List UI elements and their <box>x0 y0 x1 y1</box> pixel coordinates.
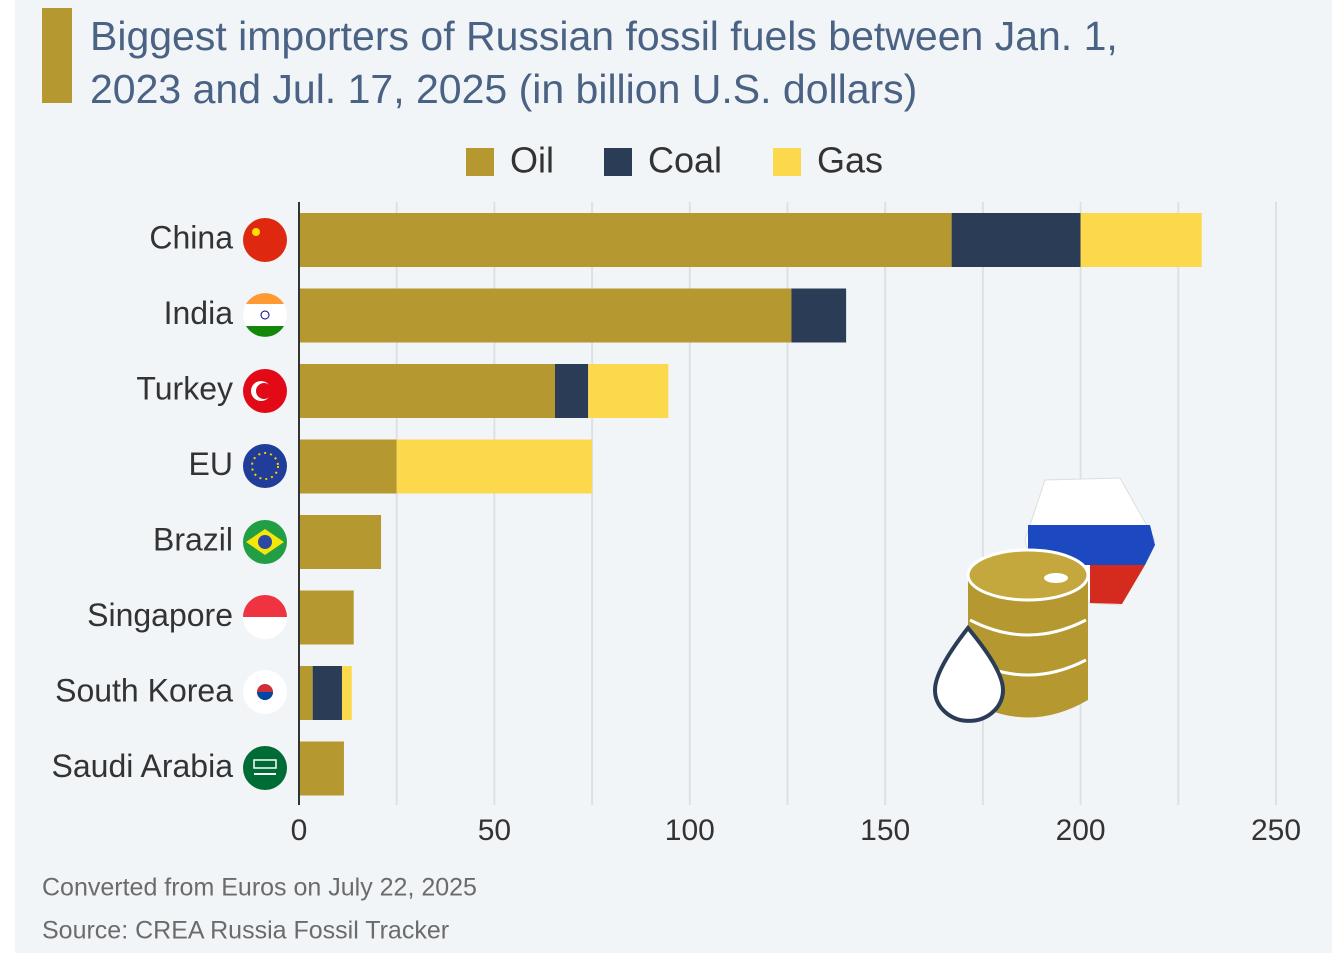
x-tick-label: 50 <box>478 814 511 847</box>
bar-segment <box>299 590 354 645</box>
illustration <box>932 477 1156 723</box>
bar-segment <box>299 439 397 494</box>
flag-part <box>258 535 272 549</box>
flag-star <box>252 228 260 236</box>
barrel-top <box>966 548 1090 602</box>
legend-swatch <box>604 148 632 176</box>
flag-eu <box>243 444 287 488</box>
bar-segment <box>791 288 847 343</box>
bar-segment <box>312 666 342 720</box>
flags <box>243 218 287 790</box>
bar-segment <box>299 515 382 569</box>
flag-part <box>256 383 272 399</box>
x-tick-label: 200 <box>1056 814 1106 847</box>
y-tick-label: Saudi Arabia <box>52 748 234 784</box>
bar-segment <box>299 666 313 720</box>
bar-segment <box>1080 213 1202 267</box>
legend-label: Coal <box>648 140 722 181</box>
bar-segment <box>554 364 589 418</box>
flag-part <box>246 326 284 337</box>
flag-part <box>251 452 279 480</box>
bar-segment <box>299 741 344 796</box>
x-tick-label: 250 <box>1251 814 1301 847</box>
plot: 0 50 100 150 200 250 China India Turkey EU Brazil S… <box>42 140 1301 945</box>
y-tick-label: China <box>149 219 233 255</box>
bar-segment <box>588 364 669 418</box>
bar-segment <box>299 213 952 267</box>
background <box>15 0 1332 953</box>
x-tick-label: 100 <box>665 814 715 847</box>
flag-china <box>243 218 287 262</box>
y-tick-label: South Korea <box>55 672 233 708</box>
legend-label: Gas <box>817 140 883 181</box>
bar-segment <box>299 364 555 418</box>
y-tick-label: Brazil <box>153 521 233 557</box>
legend-swatch <box>466 148 494 176</box>
y-tick-label: Turkey <box>136 370 233 406</box>
drop <box>932 624 1006 723</box>
bar-segment <box>299 288 792 343</box>
title-accent <box>42 8 72 103</box>
x-tick-label: 0 <box>291 814 308 847</box>
barrel-cap <box>1044 573 1068 583</box>
chart-title: Biggest importers of Russian fossil fuel… <box>90 13 1118 112</box>
note: Source: CREA Russia Fossil Tracker <box>42 917 449 945</box>
legend-swatch <box>773 148 801 176</box>
y-tick-label: EU <box>189 446 233 482</box>
y-tick-label: Singapore <box>87 597 233 633</box>
bar-segment <box>341 666 352 720</box>
x-tick-label: 150 <box>860 814 910 847</box>
y-tick-label: India <box>164 295 234 331</box>
bar-segment <box>396 439 593 494</box>
legend-label: Oil <box>510 140 554 181</box>
note: Converted from Euros on July 22, 2025 <box>42 874 477 902</box>
bar-segment <box>951 213 1081 267</box>
russia-flag-red <box>1090 565 1145 604</box>
flag-part <box>257 692 273 700</box>
flag-part <box>253 759 277 769</box>
flag-part <box>243 595 287 617</box>
flag-part <box>260 310 270 320</box>
flag-part <box>246 293 284 304</box>
